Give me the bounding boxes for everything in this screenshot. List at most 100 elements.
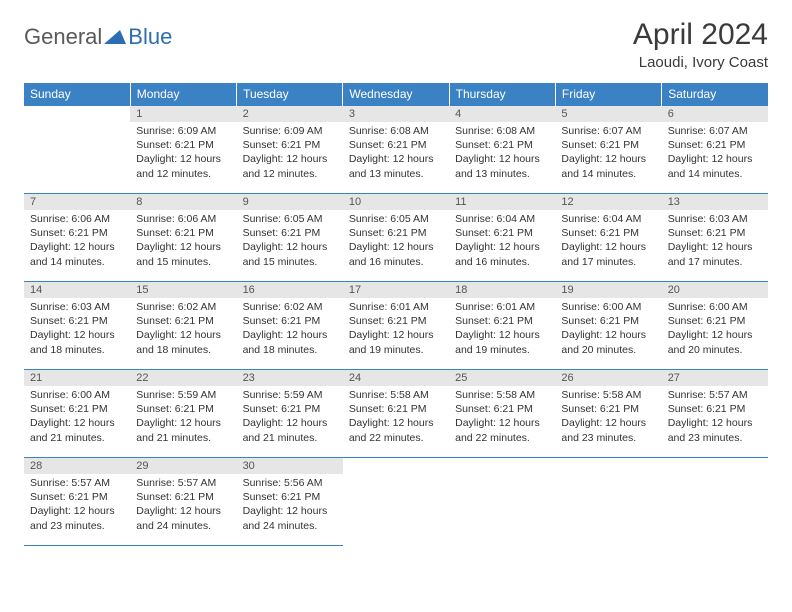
day-number: 12 [555, 194, 661, 210]
calendar-day: 26Sunrise: 5:58 AMSunset: 6:21 PMDayligh… [555, 370, 661, 458]
calendar-day: 15Sunrise: 6:02 AMSunset: 6:21 PMDayligh… [130, 282, 236, 370]
day-details: Sunrise: 5:57 AMSunset: 6:21 PMDaylight:… [130, 474, 236, 535]
calendar-day: 28Sunrise: 5:57 AMSunset: 6:21 PMDayligh… [24, 458, 130, 546]
calendar-day: 3Sunrise: 6:08 AMSunset: 6:21 PMDaylight… [343, 106, 449, 194]
calendar-day: 14Sunrise: 6:03 AMSunset: 6:21 PMDayligh… [24, 282, 130, 370]
day-details: Sunrise: 5:56 AMSunset: 6:21 PMDaylight:… [237, 474, 343, 535]
calendar-day: 19Sunrise: 6:00 AMSunset: 6:21 PMDayligh… [555, 282, 661, 370]
day-details: Sunrise: 6:01 AMSunset: 6:21 PMDaylight:… [343, 298, 449, 359]
logo-text-blue: Blue [128, 24, 172, 50]
day-details: Sunrise: 5:57 AMSunset: 6:21 PMDaylight:… [662, 386, 768, 447]
calendar-day: 7Sunrise: 6:06 AMSunset: 6:21 PMDaylight… [24, 194, 130, 282]
day-details: Sunrise: 6:03 AMSunset: 6:21 PMDaylight:… [662, 210, 768, 271]
day-details: Sunrise: 6:06 AMSunset: 6:21 PMDaylight:… [130, 210, 236, 271]
weekday-header: Sunday [24, 83, 130, 106]
day-details: Sunrise: 6:09 AMSunset: 6:21 PMDaylight:… [237, 122, 343, 183]
calendar-day: 17Sunrise: 6:01 AMSunset: 6:21 PMDayligh… [343, 282, 449, 370]
day-number: 2 [237, 106, 343, 122]
calendar-day: 20Sunrise: 6:00 AMSunset: 6:21 PMDayligh… [662, 282, 768, 370]
day-number: 11 [449, 194, 555, 210]
logo-triangle-icon [104, 28, 126, 46]
day-number: 28 [24, 458, 130, 474]
calendar-day: 9Sunrise: 6:05 AMSunset: 6:21 PMDaylight… [237, 194, 343, 282]
day-details: Sunrise: 6:01 AMSunset: 6:21 PMDaylight:… [449, 298, 555, 359]
day-number: 25 [449, 370, 555, 386]
calendar-row: 7Sunrise: 6:06 AMSunset: 6:21 PMDaylight… [24, 194, 768, 282]
day-details: Sunrise: 6:05 AMSunset: 6:21 PMDaylight:… [237, 210, 343, 271]
day-details: Sunrise: 6:09 AMSunset: 6:21 PMDaylight:… [130, 122, 236, 183]
day-number: 19 [555, 282, 661, 298]
weekday-header: Wednesday [343, 83, 449, 106]
day-number: 18 [449, 282, 555, 298]
day-details: Sunrise: 5:58 AMSunset: 6:21 PMDaylight:… [555, 386, 661, 447]
calendar-day: 4Sunrise: 6:08 AMSunset: 6:21 PMDaylight… [449, 106, 555, 194]
weekday-header: Friday [555, 83, 661, 106]
day-details: Sunrise: 6:00 AMSunset: 6:21 PMDaylight:… [555, 298, 661, 359]
day-number: 26 [555, 370, 661, 386]
day-number: 9 [237, 194, 343, 210]
day-details: Sunrise: 6:00 AMSunset: 6:21 PMDaylight:… [662, 298, 768, 359]
day-number: 7 [24, 194, 130, 210]
calendar-day: 12Sunrise: 6:04 AMSunset: 6:21 PMDayligh… [555, 194, 661, 282]
calendar-day: 29Sunrise: 5:57 AMSunset: 6:21 PMDayligh… [130, 458, 236, 546]
day-details: Sunrise: 6:00 AMSunset: 6:21 PMDaylight:… [24, 386, 130, 447]
calendar-day: 11Sunrise: 6:04 AMSunset: 6:21 PMDayligh… [449, 194, 555, 282]
day-number: 30 [237, 458, 343, 474]
day-number: 13 [662, 194, 768, 210]
day-number: 16 [237, 282, 343, 298]
day-details: Sunrise: 6:07 AMSunset: 6:21 PMDaylight:… [662, 122, 768, 183]
day-details: Sunrise: 6:04 AMSunset: 6:21 PMDaylight:… [449, 210, 555, 271]
day-details: Sunrise: 6:07 AMSunset: 6:21 PMDaylight:… [555, 122, 661, 183]
day-details: Sunrise: 5:59 AMSunset: 6:21 PMDaylight:… [130, 386, 236, 447]
logo: General Blue [24, 24, 172, 50]
location-subtitle: Laoudi, Ivory Coast [633, 54, 768, 71]
day-number: 15 [130, 282, 236, 298]
day-number: 20 [662, 282, 768, 298]
calendar-day: 10Sunrise: 6:05 AMSunset: 6:21 PMDayligh… [343, 194, 449, 282]
calendar-row: 14Sunrise: 6:03 AMSunset: 6:21 PMDayligh… [24, 282, 768, 370]
calendar-day: 5Sunrise: 6:07 AMSunset: 6:21 PMDaylight… [555, 106, 661, 194]
day-details: Sunrise: 6:03 AMSunset: 6:21 PMDaylight:… [24, 298, 130, 359]
day-details: Sunrise: 6:08 AMSunset: 6:21 PMDaylight:… [343, 122, 449, 183]
day-details: Sunrise: 6:06 AMSunset: 6:21 PMDaylight:… [24, 210, 130, 271]
calendar-day: 25Sunrise: 5:58 AMSunset: 6:21 PMDayligh… [449, 370, 555, 458]
calendar-row: 28Sunrise: 5:57 AMSunset: 6:21 PMDayligh… [24, 458, 768, 546]
day-details: Sunrise: 5:58 AMSunset: 6:21 PMDaylight:… [449, 386, 555, 447]
calendar-day: 16Sunrise: 6:02 AMSunset: 6:21 PMDayligh… [237, 282, 343, 370]
day-number: 10 [343, 194, 449, 210]
calendar-day: 27Sunrise: 5:57 AMSunset: 6:21 PMDayligh… [662, 370, 768, 458]
day-number: 4 [449, 106, 555, 122]
day-details: Sunrise: 5:58 AMSunset: 6:21 PMDaylight:… [343, 386, 449, 447]
weekday-header: Monday [130, 83, 236, 106]
day-number: 3 [343, 106, 449, 122]
day-details: Sunrise: 5:57 AMSunset: 6:21 PMDaylight:… [24, 474, 130, 535]
day-number: 24 [343, 370, 449, 386]
calendar-empty [24, 106, 130, 194]
weekday-header-row: SundayMondayTuesdayWednesdayThursdayFrid… [24, 83, 768, 106]
calendar-empty [555, 458, 661, 546]
title-block: April 2024 Laoudi, Ivory Coast [633, 18, 768, 71]
calendar-empty [343, 458, 449, 546]
calendar-day: 18Sunrise: 6:01 AMSunset: 6:21 PMDayligh… [449, 282, 555, 370]
logo-text-general: General [24, 24, 102, 50]
header: General Blue April 2024 Laoudi, Ivory Co… [24, 18, 768, 71]
calendar-row: 1Sunrise: 6:09 AMSunset: 6:21 PMDaylight… [24, 106, 768, 194]
weekday-header: Saturday [662, 83, 768, 106]
day-number: 27 [662, 370, 768, 386]
day-number: 29 [130, 458, 236, 474]
calendar-day: 23Sunrise: 5:59 AMSunset: 6:21 PMDayligh… [237, 370, 343, 458]
day-number: 6 [662, 106, 768, 122]
day-number: 8 [130, 194, 236, 210]
calendar-empty [662, 458, 768, 546]
calendar-day: 30Sunrise: 5:56 AMSunset: 6:21 PMDayligh… [237, 458, 343, 546]
weekday-header: Tuesday [237, 83, 343, 106]
calendar-day: 13Sunrise: 6:03 AMSunset: 6:21 PMDayligh… [662, 194, 768, 282]
day-details: Sunrise: 6:08 AMSunset: 6:21 PMDaylight:… [449, 122, 555, 183]
day-number: 17 [343, 282, 449, 298]
day-details: Sunrise: 6:05 AMSunset: 6:21 PMDaylight:… [343, 210, 449, 271]
day-number: 5 [555, 106, 661, 122]
page-title: April 2024 [633, 18, 768, 52]
day-details: Sunrise: 6:02 AMSunset: 6:21 PMDaylight:… [237, 298, 343, 359]
calendar-day: 6Sunrise: 6:07 AMSunset: 6:21 PMDaylight… [662, 106, 768, 194]
calendar-day: 22Sunrise: 5:59 AMSunset: 6:21 PMDayligh… [130, 370, 236, 458]
